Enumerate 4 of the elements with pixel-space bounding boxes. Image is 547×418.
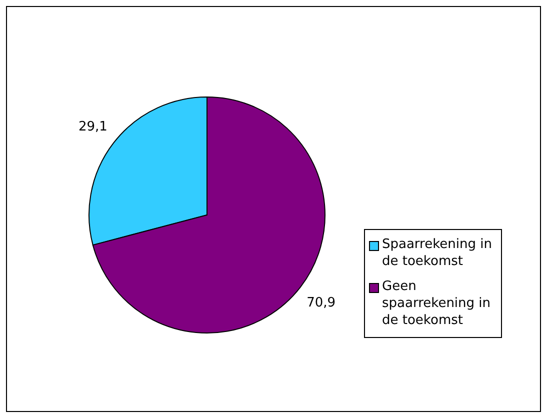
legend-label: Geen spaarrekening in de toekomst (382, 278, 492, 329)
data-label: 29,1 (78, 120, 108, 135)
data-label: 70,9 (306, 295, 336, 310)
legend-label: Spaarrekening in de toekomst (382, 236, 493, 270)
